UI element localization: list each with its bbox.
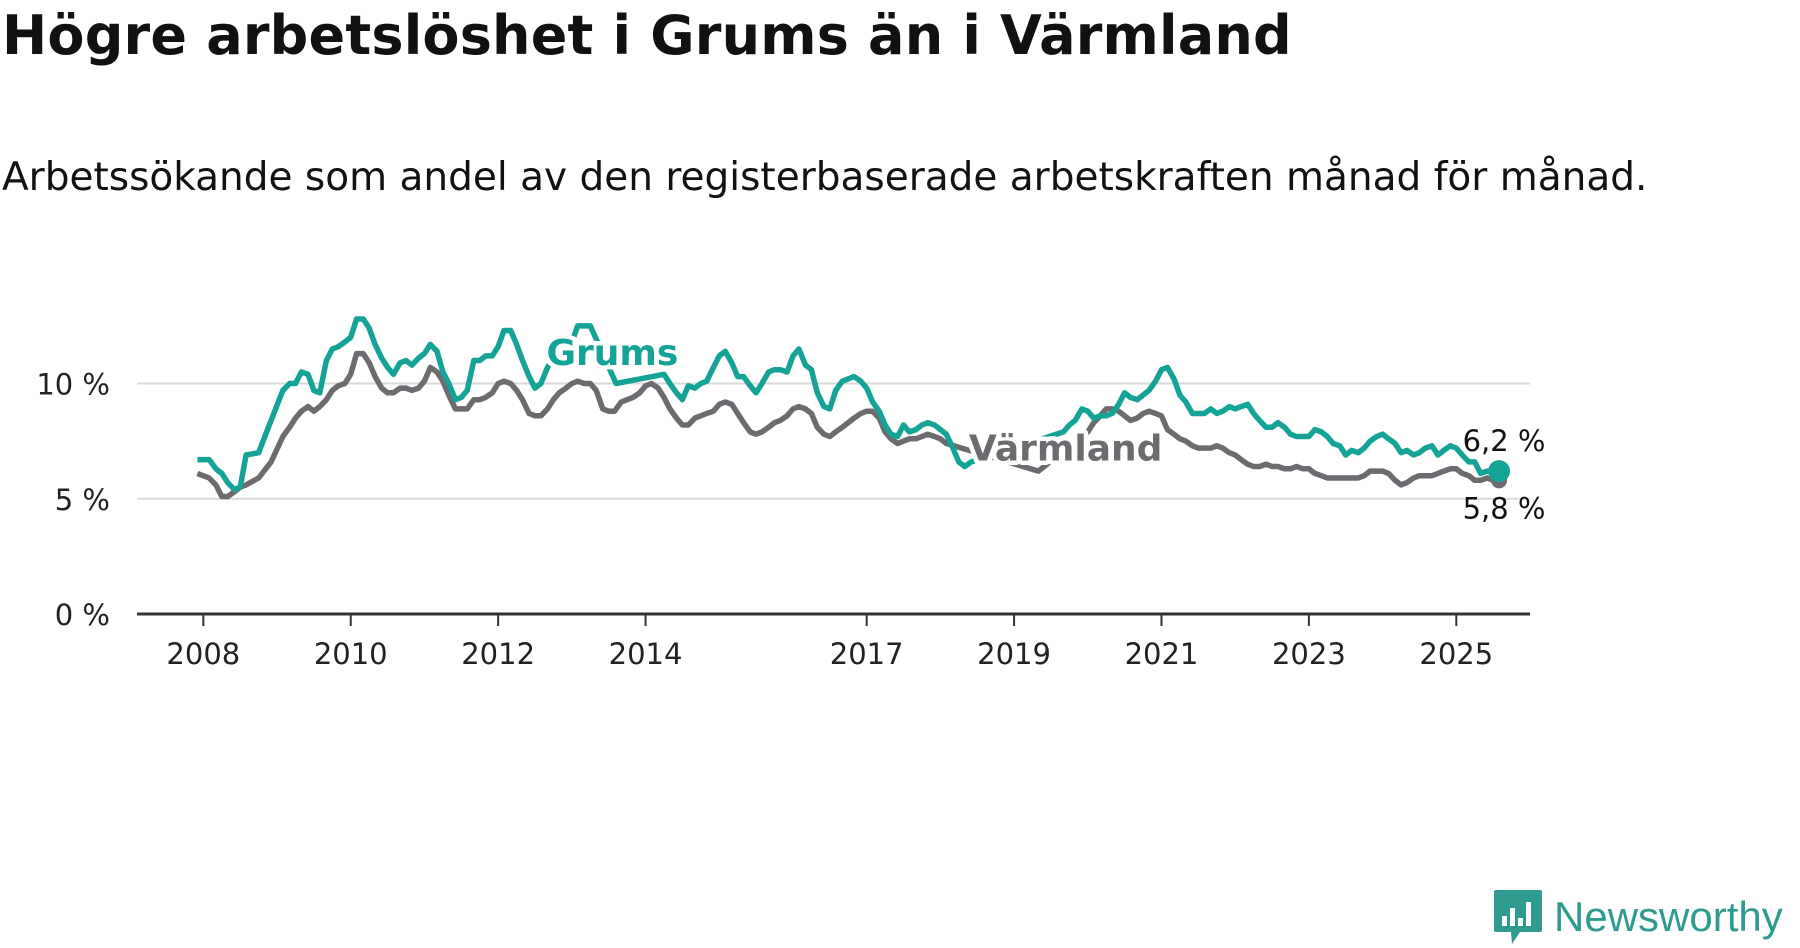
x-tick-label: 2017 [830, 637, 904, 671]
x-tick-label: 2008 [166, 637, 240, 671]
x-tick-label: 2021 [1125, 637, 1199, 671]
x-tick-label: 2025 [1419, 637, 1493, 671]
series-label-varmland: Värmland [969, 429, 1162, 470]
series-line-varmland [196, 350, 1499, 500]
y-tick-label: 10 % [36, 368, 110, 402]
brand-logo[interactable]: Newsworthy [1492, 888, 1783, 946]
end-label-grums: 6,2 % [1463, 424, 1546, 458]
end-label-varmland: 5,8 % [1463, 491, 1546, 525]
y-tick-label: 5 % [55, 483, 110, 517]
brand-name: Newsworthy [1554, 893, 1783, 940]
grid-layer [137, 382, 1530, 500]
x-tick-label: 2010 [314, 637, 388, 671]
x-tick-label: 2014 [609, 637, 683, 671]
label-layer: Grums Värmland 6,2 % 5,8 % [542, 329, 1546, 526]
x-tick-label: 2019 [977, 637, 1051, 671]
chart-title: Högre arbetslöshet i Grums än i Värmland [2, 4, 1292, 67]
series-layer [196, 316, 1499, 500]
x-tick-label: 2023 [1272, 637, 1346, 671]
newsworthy-icon [1494, 890, 1542, 944]
end-marker-grums [1488, 460, 1511, 483]
series-label-grums: Grums [546, 333, 678, 374]
axis-layer: 0 % 5 % 10 % 2008 2010 2012 2014 2017 2019 2021 20… [36, 368, 1530, 671]
x-tick-label: 2012 [461, 637, 535, 671]
chart-subtitle: Arbetssökande som andel av den registerb… [2, 155, 1648, 200]
series-line-grums [197, 316, 1499, 493]
y-tick-label: 0 % [55, 598, 110, 632]
